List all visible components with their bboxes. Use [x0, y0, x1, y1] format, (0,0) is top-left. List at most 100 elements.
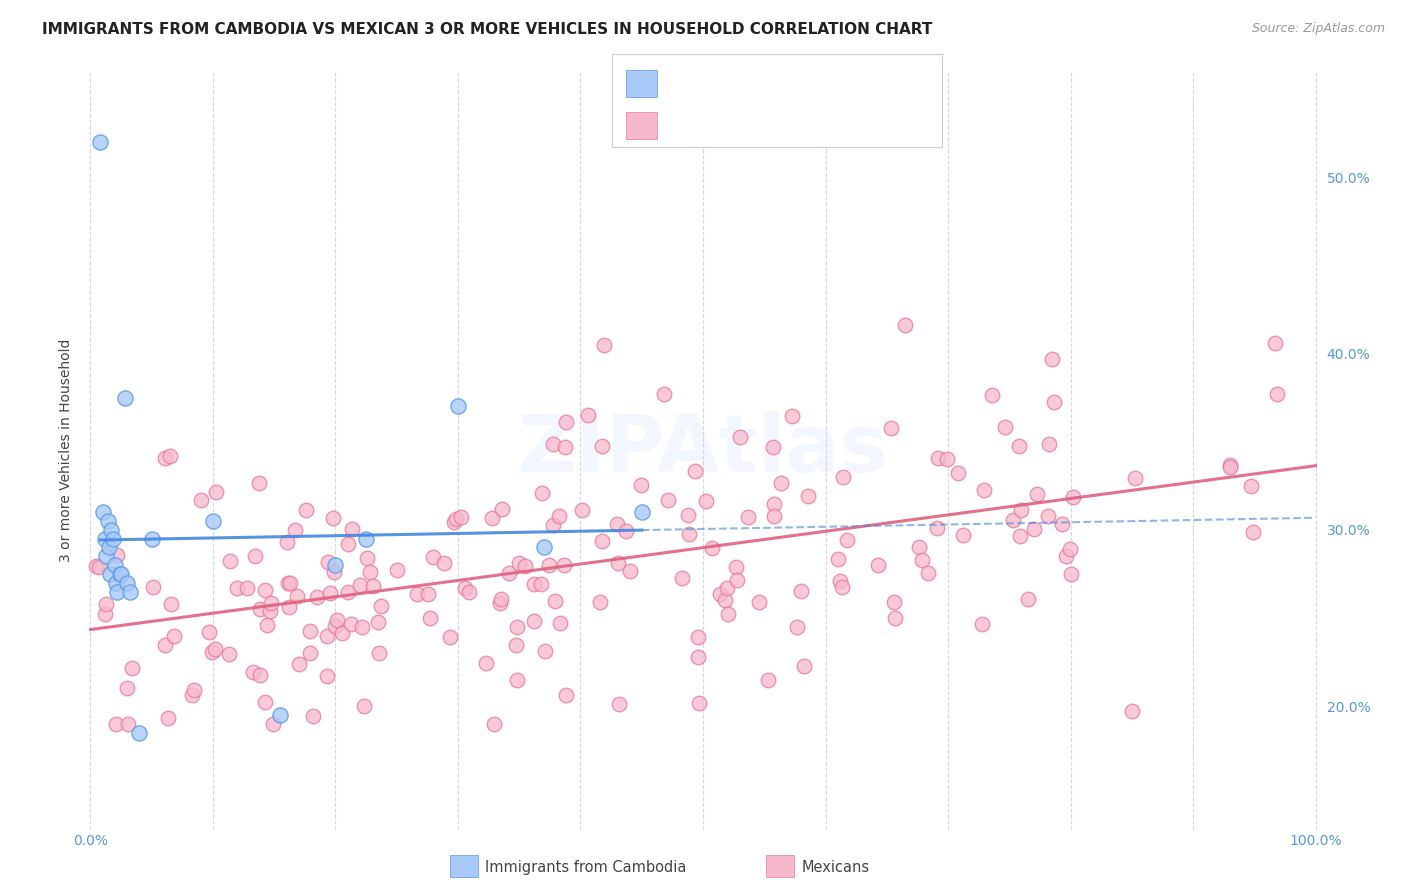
Point: [89, 559, 111, 574]
Point: [748, 595, 770, 609]
Point: [763, 508, 786, 523]
Point: [114, 391, 136, 405]
Point: [142, 580, 165, 594]
Point: [105, 575, 128, 590]
Point: [678, 527, 700, 541]
Text: 0.212: 0.212: [710, 75, 754, 90]
Point: [218, 554, 240, 568]
Point: [541, 517, 564, 532]
Point: [453, 581, 475, 595]
Point: [277, 576, 299, 591]
Text: ZIPAtlas: ZIPAtlas: [517, 411, 889, 490]
Point: [1025, 486, 1047, 500]
Point: [482, 716, 505, 731]
Point: [489, 596, 512, 610]
Text: Immigrants from Cambodia: Immigrants from Cambodia: [485, 860, 686, 874]
Point: [695, 494, 717, 508]
Point: [159, 597, 181, 611]
Point: [548, 508, 571, 523]
Point: [508, 556, 530, 570]
Point: [302, 709, 325, 723]
Text: 199: 199: [815, 118, 845, 132]
Point: [1059, 542, 1081, 557]
Point: [894, 318, 917, 332]
Point: [533, 644, 555, 658]
Point: [576, 408, 599, 422]
Point: [159, 449, 181, 463]
Point: [981, 388, 1004, 402]
Point: [367, 615, 389, 630]
Point: [163, 629, 186, 643]
Point: [883, 595, 905, 609]
Point: [157, 710, 180, 724]
Point: [630, 478, 652, 492]
Point: [337, 584, 360, 599]
Point: [205, 484, 228, 499]
Point: [325, 558, 347, 572]
Point: [315, 668, 337, 682]
Point: [340, 617, 363, 632]
Point: [619, 564, 641, 578]
Point: [1040, 352, 1063, 367]
Point: [797, 489, 820, 503]
Point: [104, 716, 127, 731]
Point: [104, 558, 127, 572]
Point: [762, 497, 785, 511]
Point: [96, 598, 118, 612]
Point: [330, 625, 353, 640]
Point: [506, 620, 529, 634]
Point: [1043, 394, 1066, 409]
Point: [489, 592, 512, 607]
Point: [686, 630, 709, 644]
Point: [1010, 503, 1032, 517]
Text: Mexicans: Mexicans: [801, 860, 869, 874]
Point: [361, 579, 384, 593]
Point: [946, 466, 969, 480]
Point: [994, 420, 1017, 434]
Point: [630, 505, 652, 519]
Point: [498, 566, 520, 580]
Point: [94, 532, 117, 546]
Point: [1123, 470, 1146, 484]
Point: [769, 475, 792, 490]
Point: [181, 688, 204, 702]
Point: [831, 580, 853, 594]
Point: [128, 725, 150, 739]
Point: [491, 501, 513, 516]
Point: [523, 614, 546, 628]
Point: [828, 574, 851, 588]
Point: [716, 581, 738, 595]
Point: [256, 617, 278, 632]
Point: [728, 430, 751, 444]
Text: 26: 26: [815, 75, 835, 90]
Point: [654, 386, 676, 401]
Point: [925, 520, 948, 534]
Point: [298, 624, 321, 639]
Point: [1219, 460, 1241, 475]
Point: [385, 563, 408, 577]
Point: [204, 642, 226, 657]
Point: [555, 415, 578, 429]
Point: [762, 441, 785, 455]
Y-axis label: 3 or more Vehicles in Household: 3 or more Vehicles in Household: [59, 339, 73, 562]
Point: [356, 550, 378, 565]
Point: [242, 665, 264, 680]
Point: [553, 558, 575, 572]
Point: [756, 673, 779, 687]
Point: [443, 515, 465, 529]
Point: [370, 599, 392, 614]
Point: [474, 657, 496, 671]
Text: R =: R =: [668, 75, 702, 90]
Point: [1060, 566, 1083, 581]
Point: [883, 611, 905, 625]
Point: [107, 584, 129, 599]
Point: [155, 451, 177, 466]
Point: [316, 628, 339, 642]
Point: [447, 400, 470, 414]
Point: [299, 646, 322, 660]
Point: [790, 584, 813, 599]
Point: [243, 549, 266, 563]
Point: [110, 566, 132, 581]
Point: [368, 646, 391, 660]
Point: [418, 587, 440, 601]
